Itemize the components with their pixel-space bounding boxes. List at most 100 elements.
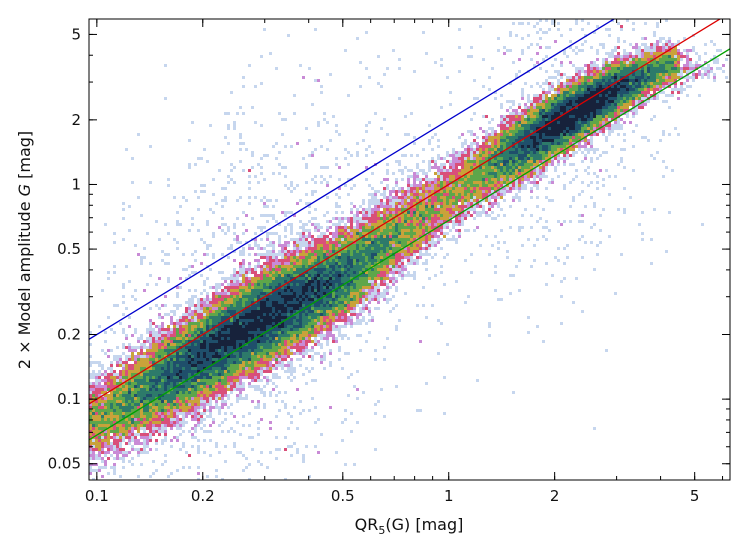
density-point [488,145,491,148]
density-point [566,55,569,58]
density-point [461,223,464,226]
density-point [608,97,611,100]
density-point [392,283,395,286]
density-point [632,88,635,91]
density-point [299,307,302,310]
density-point [656,73,659,76]
density-point [353,295,356,298]
density-point [485,235,488,238]
density-point [293,286,296,289]
density-point [581,181,584,184]
density-point [596,148,599,151]
density-point [365,295,368,298]
density-point [230,163,233,166]
density-point [683,76,686,79]
density-point [299,304,302,307]
density-point [431,187,434,190]
density-point [584,139,587,142]
density-point [365,259,368,262]
density-point [341,295,344,298]
density-point [515,136,518,139]
density-point [179,277,182,280]
density-point [494,91,497,94]
density-point [188,301,191,304]
density-point [323,178,326,181]
density-point [311,256,314,259]
density-point [233,286,236,289]
density-point [605,115,608,118]
density-point [512,148,515,151]
density-point [374,295,377,298]
density-point [287,244,290,247]
density-point [266,244,269,247]
density-point [467,163,470,166]
density-point [494,202,497,205]
density-point [242,289,245,292]
density-point [608,118,611,121]
density-point [425,217,428,220]
density-point [461,202,464,205]
density-point [146,232,149,235]
density-point [509,112,512,115]
density-point [365,166,368,169]
density-point [617,94,620,97]
density-point [686,79,689,82]
density-point [488,148,491,151]
density-point [542,235,545,238]
density-point [350,259,353,262]
density-point [479,148,482,151]
density-point [578,193,581,196]
density-point [407,133,410,136]
density-point [569,61,572,64]
density-point [185,268,188,271]
density-point [311,244,314,247]
density-point [314,256,317,259]
density-point [347,229,350,232]
density-point [494,160,497,163]
density-point [509,184,512,187]
density-point [650,52,653,55]
density-point [383,220,386,223]
density-point [254,196,257,199]
density-point [314,223,317,226]
density-point [329,283,332,286]
density-point [434,172,437,175]
density-point [404,268,407,271]
density-point [617,163,620,166]
density-point [392,232,395,235]
density-point [404,244,407,247]
density-point [257,274,260,277]
density-point [281,256,284,259]
density-point [560,148,563,151]
density-point [674,79,677,82]
density-point [464,199,467,202]
density-point [188,265,191,268]
density-point [506,142,509,145]
density-point [359,301,362,304]
density-point [335,250,338,253]
density-point [611,97,614,100]
density-point [554,169,557,172]
density-point [593,91,596,94]
density-point [350,307,353,310]
density-point [419,226,422,229]
density-point [494,289,497,292]
density-point [392,172,395,175]
density-point [665,19,668,22]
density-point [350,247,353,250]
density-point [365,148,368,151]
density-point [209,310,212,313]
density-point [596,73,599,76]
density-point [431,181,434,184]
density-point [482,199,485,202]
density-point [425,184,428,187]
density-point [290,262,293,265]
density-point [623,133,626,136]
density-point [389,286,392,289]
density-point [482,157,485,160]
density-point [563,163,566,166]
density-point [443,256,446,259]
density-point [347,193,350,196]
density-point [656,25,659,28]
density-point [161,304,164,307]
